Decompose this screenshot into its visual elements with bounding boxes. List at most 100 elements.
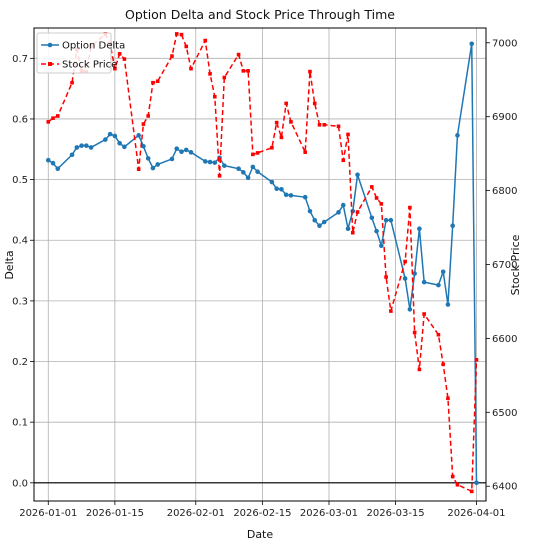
left-y-tick-label: 0.5: [12, 175, 28, 186]
x-axis: 2026-01-01 2026-01-15 2026-02-01 2026-02-15…: [19, 501, 506, 519]
price-point: [317, 123, 322, 127]
delta-point: [84, 143, 89, 148]
right-y-tick-label: 6900: [492, 112, 517, 123]
price-point: [113, 66, 117, 71]
price-point: [170, 54, 174, 58]
left-y-axis: 0.0 0.1 0.2 0.3 0.4 0.5 0.6 0.7: [12, 54, 34, 489]
delta-point: [450, 223, 455, 228]
grid: [34, 28, 486, 501]
price-point: [441, 362, 445, 367]
delta-point: [55, 166, 61, 171]
delta-point: [307, 208, 313, 214]
delta-point: [222, 163, 227, 168]
x-tick-label: 2026-03-15: [367, 508, 425, 519]
price-point: [289, 120, 293, 124]
legend: Option Delta Stock Price: [36, 32, 125, 74]
right-y-tick-label: 6600: [492, 334, 517, 345]
delta-point: [436, 282, 441, 288]
delta-point: [312, 217, 318, 223]
delta-point: [183, 147, 189, 153]
delta-point: [250, 164, 256, 170]
left-y-tick-label: 0.4: [12, 236, 28, 247]
chart-title: Option Delta and Stock Price Through Tim…: [125, 7, 395, 22]
price-point: [422, 312, 426, 316]
price-point: [355, 210, 360, 214]
delta-point: [145, 156, 151, 161]
price-point: [241, 69, 246, 73]
delta-point: [421, 279, 427, 285]
delta-point: [288, 193, 294, 198]
delta-point: [202, 159, 208, 164]
delta-point: [212, 160, 218, 165]
price-point: [455, 482, 460, 487]
price-point: [450, 474, 455, 479]
delta-point: [369, 215, 375, 221]
price-point: [117, 52, 122, 56]
price-point: [174, 32, 179, 36]
price-point: [146, 114, 150, 118]
price-point: [217, 174, 222, 178]
delta-point: [241, 170, 246, 175]
delta-point: [155, 162, 161, 167]
price-point: [51, 116, 55, 120]
price-point: [408, 205, 412, 210]
price-point: [246, 69, 250, 73]
price-point: [403, 259, 407, 264]
price-point: [236, 52, 241, 57]
legend-label-delta: Option Delta: [62, 41, 125, 52]
x-tick-label: 2026-04-01: [447, 508, 505, 519]
series-option-delta: [45, 41, 479, 486]
price-point: [203, 38, 208, 43]
left-y-tick-label: 0.3: [12, 296, 28, 307]
price-point: [179, 32, 184, 37]
delta-point: [379, 243, 384, 249]
delta-point: [150, 165, 156, 171]
left-y-tick-label: 0.2: [12, 357, 28, 368]
delta-point: [79, 143, 84, 148]
delta-point: [374, 228, 379, 234]
delta-point: [474, 480, 479, 486]
price-point: [55, 114, 60, 118]
price-point: [189, 66, 193, 71]
right-y-axis: 6400 6500 6600 6700 6800 6900 7000: [486, 38, 517, 493]
price-point: [469, 489, 474, 494]
price-point: [341, 158, 346, 163]
delta-point: [345, 226, 351, 232]
delta-point: [50, 160, 56, 166]
price-point: [208, 72, 212, 76]
delta-point: [179, 149, 184, 155]
delta-point: [88, 145, 94, 150]
legend-marker-price: [48, 62, 52, 66]
right-y-axis-label: Stock Price: [509, 234, 522, 295]
delta-point: [283, 192, 289, 198]
price-point: [436, 332, 441, 337]
price-point: [213, 94, 217, 99]
series-layer: [45, 32, 479, 494]
price-point: [350, 230, 355, 235]
delta-point: [445, 302, 451, 307]
price-point: [322, 123, 327, 127]
price-point: [284, 101, 288, 106]
price-point: [255, 151, 260, 155]
x-axis-label: Date: [247, 528, 274, 541]
delta-point: [112, 133, 118, 139]
delta-point: [141, 143, 146, 149]
price-point: [474, 358, 479, 362]
price-point: [308, 69, 312, 74]
delta-point: [245, 175, 251, 181]
delta-point: [355, 172, 360, 178]
x-tick-label: 2026-01-01: [19, 508, 77, 519]
right-y-tick-label: 6800: [492, 186, 517, 197]
legend-marker-delta: [47, 42, 53, 48]
delta-point: [412, 271, 417, 276]
right-y-tick-label: 7000: [492, 38, 517, 49]
price-point: [446, 396, 450, 401]
delta-point: [136, 133, 141, 138]
price-point: [384, 275, 388, 279]
delta-point: [169, 156, 175, 162]
price-point: [312, 101, 317, 106]
left-y-tick-label: 0.7: [12, 54, 28, 65]
price-point: [379, 202, 384, 206]
delta-point: [174, 146, 180, 151]
delta-point: [45, 157, 51, 163]
